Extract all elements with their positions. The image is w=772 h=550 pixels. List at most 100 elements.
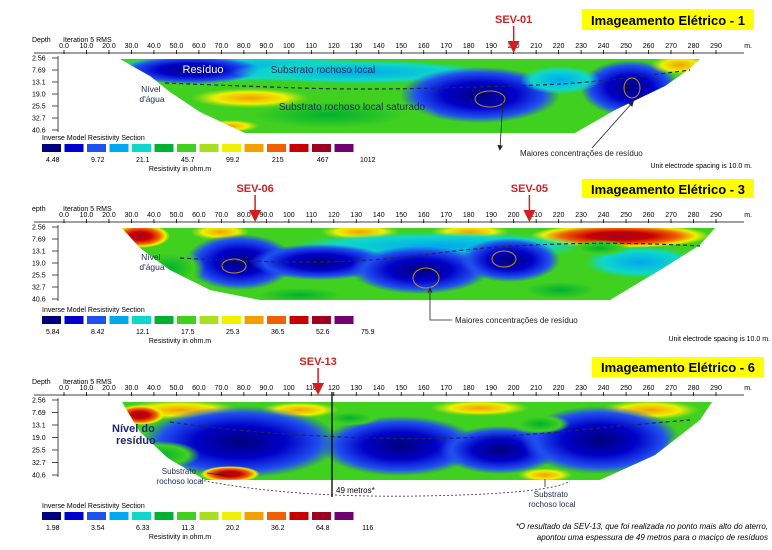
panel-2-depth-label: epth (32, 206, 46, 213)
depth-tick-label: 40.6 (32, 473, 46, 480)
x-tick-label: 50.0 (170, 212, 184, 219)
depth-tick-label: 13.1 (32, 249, 46, 256)
legend-value: 1012 (360, 157, 376, 164)
x-tick-label: 130 (350, 385, 362, 392)
x-tick-label: 230 (575, 385, 587, 392)
x-tick-label: 20.0 (102, 212, 116, 219)
legend-value: 1.98 (46, 525, 60, 532)
x-tick-label: 180 (463, 43, 475, 50)
panel-3-substrate-left-pointer (206, 472, 231, 477)
x-unit-label: m. (744, 385, 752, 392)
panel-3-residue-level-line1: Nível do (112, 423, 155, 435)
panel-3-depth-label: Depth (32, 379, 51, 386)
legend-swatch (312, 512, 331, 520)
legend-swatch (199, 316, 219, 324)
panel-3-footnote-line1: *O resultado da SEV-13, que foi realizad… (516, 522, 768, 531)
legend-value: 116 (362, 525, 373, 532)
x-tick-label: 230 (575, 43, 587, 50)
x-tick-label: 280 (688, 385, 700, 392)
panel-1-annotation-saturated: Substrato rochoso local saturado (279, 102, 426, 113)
panel-3-title-box (592, 357, 764, 377)
x-tick-label: 220 (553, 212, 565, 219)
legend-swatch (267, 144, 286, 152)
depth-tick-label: 2.56 (32, 56, 46, 63)
depth-tick-label: 7.69 (32, 237, 46, 244)
panel-1-title: Imageamento Elétrico - 1 (591, 13, 745, 28)
x-tick-label: 270 (665, 212, 677, 219)
panel-1-iteration-label: Iteration 5 RMS (63, 37, 112, 44)
depth-tick-label: 32.7 (32, 116, 46, 123)
x-tick-label: 160 (418, 43, 430, 50)
legend-swatch (199, 144, 219, 152)
legend-swatch (109, 144, 129, 152)
x-tick-label: 290 (710, 385, 722, 392)
legend-swatch (132, 144, 151, 152)
panel-1-callout: Maiores concentrações de resíduo (520, 149, 643, 158)
x-tick-label: 220 (553, 43, 565, 50)
sev-label: SEV-01 (495, 14, 532, 26)
panel-3-title: Imageamento Elétrico - 6 (601, 360, 755, 375)
panel-2-section (122, 228, 715, 300)
x-tick-label: 210 (530, 385, 542, 392)
x-tick-label: 240 (598, 385, 610, 392)
legend-swatch (132, 512, 151, 520)
panel-2-depth-axis: 2.56 7.69 13.1 19.0 25.5 32.7 40.6 (32, 225, 59, 304)
legend-swatch (154, 316, 174, 324)
depth-tick-label: 40.6 (32, 128, 46, 135)
x-tick-label: 30.0 (125, 385, 139, 392)
x-tick-label: 280 (688, 43, 700, 50)
legend-swatch (267, 512, 286, 520)
depth-tick-label: 25.5 (32, 448, 46, 455)
depth-tick-label: 32.7 (32, 285, 46, 292)
panel-2-callout: Maiores concentrações de resíduo (455, 316, 578, 325)
panel-2-spacing-note: Unit electrode spacing is 10.0 m. (668, 336, 770, 343)
panel-2-iteration-label: Iteration 5 RMS (63, 206, 112, 213)
x-tick-label: 260 (643, 43, 655, 50)
depth-tick-label: 32.7 (32, 460, 46, 467)
legend-swatch (177, 512, 196, 520)
sev-label: SEV-13 (299, 356, 336, 368)
x-tick-label: 90.0 (260, 43, 274, 50)
x-tick-label: 180 (463, 212, 475, 219)
panel-1-depth-label: Depth (32, 37, 51, 44)
legend-swatch (177, 144, 196, 152)
panel-3-footnote-line2: apontou uma espessura de 49 metros para … (537, 533, 768, 542)
x-tick-label: 110 (306, 212, 317, 219)
panel-2-residue-marker (412, 267, 440, 289)
x-tick-label: 290 (710, 43, 722, 50)
depth-tick-label: 7.69 (32, 68, 46, 75)
legend-value: 6.33 (136, 525, 150, 532)
panel-2-callout-arrow (429, 288, 452, 321)
panel-1-callout-arrow (497, 99, 504, 151)
x-tick-label: 120 (328, 385, 340, 392)
depth-tick-label: 7.69 (32, 410, 46, 417)
legend-swatch (64, 316, 84, 324)
panel-3-substrate-left-line2: rochoso local (156, 477, 203, 486)
panel-1-depth-axis: 2.56 7.69 13.1 19.0 25.5 32.7 40.6 (32, 56, 59, 135)
depth-tick-label: 2.56 (32, 225, 46, 232)
x-tick-label: 170 (440, 385, 452, 392)
depth-tick-label: 25.5 (32, 104, 46, 111)
x-tick-label: 160 (418, 212, 430, 219)
x-tick-label: 40.0 (147, 43, 161, 50)
x-tick-label: 190 (485, 212, 497, 219)
legend-value: 21.1 (136, 157, 150, 164)
sev-label: SEV-05 (511, 183, 548, 195)
depth-tick-label: 19.0 (32, 435, 46, 442)
x-unit-label: m. (744, 212, 752, 219)
x-tick-label: 30.0 (125, 43, 139, 50)
panel-3-thickness-label: 49 metros* (336, 486, 375, 495)
panel-2-title-box (582, 179, 754, 198)
x-tick-label: 250 (620, 43, 632, 50)
legend-value: 75.9 (361, 329, 375, 336)
depth-tick-label: 19.0 (32, 261, 46, 268)
x-tick-label: 50.0 (170, 385, 184, 392)
legend-swatch (42, 316, 61, 324)
x-tick-label: 270 (665, 385, 677, 392)
panel-1-x-axis: 0.0 10.0 20.0 30.0 40.0 50.0 60.0 70.0 80.0 90.0 1… (34, 14, 752, 54)
depth-tick-label: 25.5 (32, 273, 46, 280)
legend-swatch (244, 144, 264, 152)
panel-2: Imageamento Elétrico - 3 epth Iteration … (32, 179, 770, 345)
panel-1-spacing-note: Unit electrode spacing is 10.0 m. (650, 163, 752, 170)
panel-3-annotation-substrate-right: Substrato rochoso local (528, 490, 575, 509)
